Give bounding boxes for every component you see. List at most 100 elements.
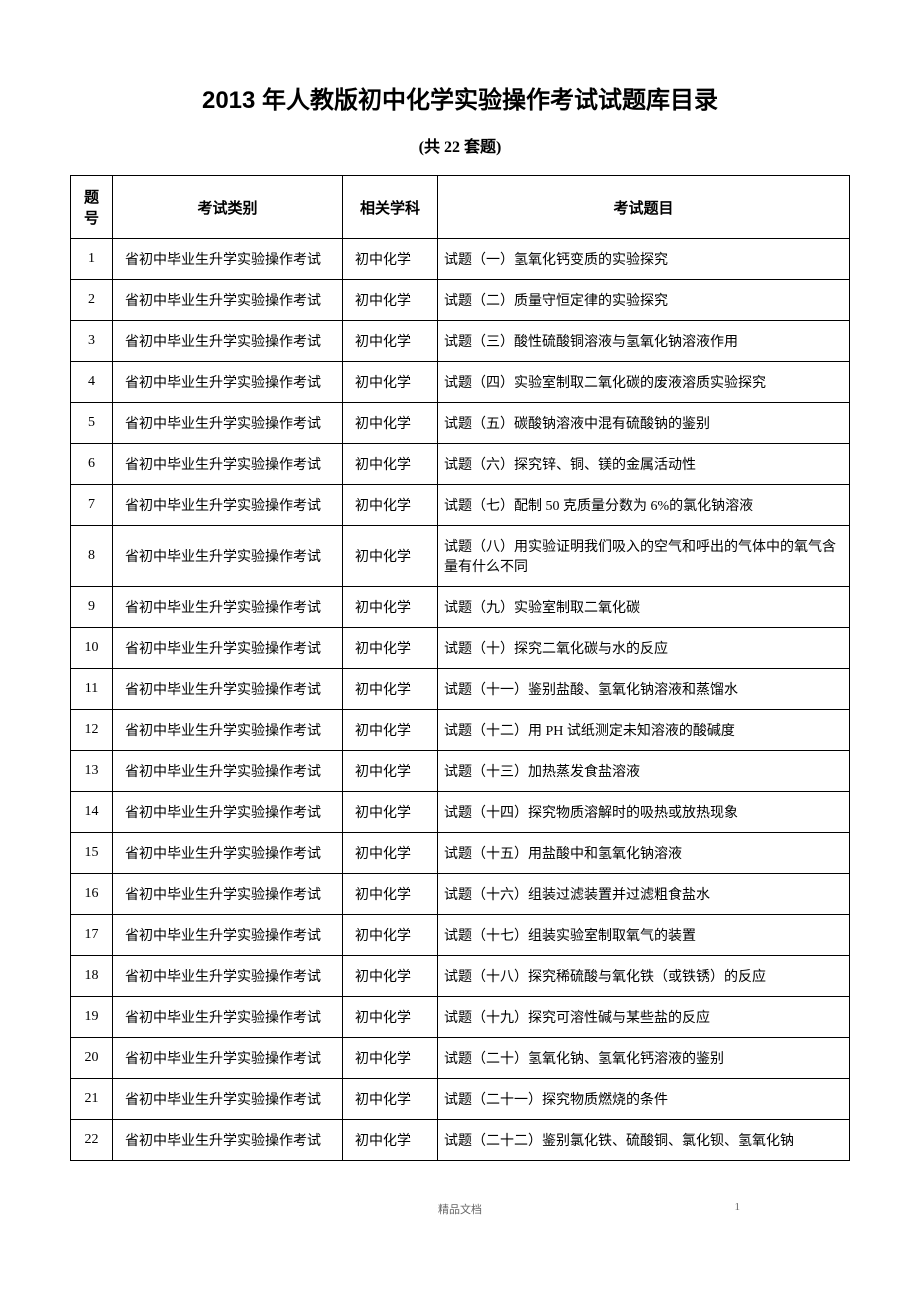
col-header-subject: 相关学科 [343, 176, 438, 239]
cell-subject: 初中化学 [343, 628, 438, 669]
cell-category: 省初中毕业生升学实验操作考试 [113, 587, 343, 628]
cell-subject: 初中化学 [343, 321, 438, 362]
table-header-row: 题号 考试类别 相关学科 考试题目 [71, 176, 850, 239]
cell-subject: 初中化学 [343, 710, 438, 751]
cell-topic: 试题（十九）探究可溶性碱与某些盐的反应 [438, 997, 850, 1038]
table-row: 2省初中毕业生升学实验操作考试初中化学试题（二）质量守恒定律的实验探究 [71, 280, 850, 321]
cell-subject: 初中化学 [343, 444, 438, 485]
cell-num: 13 [71, 751, 113, 792]
table-row: 18省初中毕业生升学实验操作考试初中化学试题（十八）探究稀硫酸与氧化铁（或铁锈）… [71, 956, 850, 997]
cell-category: 省初中毕业生升学实验操作考试 [113, 1120, 343, 1161]
cell-num: 8 [71, 526, 113, 587]
cell-num: 12 [71, 710, 113, 751]
cell-category: 省初中毕业生升学实验操作考试 [113, 628, 343, 669]
table-row: 21省初中毕业生升学实验操作考试初中化学试题（二十一）探究物质燃烧的条件 [71, 1079, 850, 1120]
cell-topic: 试题（七）配制 50 克质量分数为 6%的氯化钠溶液 [438, 485, 850, 526]
cell-num: 3 [71, 321, 113, 362]
cell-subject: 初中化学 [343, 915, 438, 956]
cell-subject: 初中化学 [343, 362, 438, 403]
cell-subject: 初中化学 [343, 280, 438, 321]
table-row: 6省初中毕业生升学实验操作考试初中化学试题（六）探究锌、铜、镁的金属活动性 [71, 444, 850, 485]
cell-num: 20 [71, 1038, 113, 1079]
cell-topic: 试题（十四）探究物质溶解时的吸热或放热现象 [438, 792, 850, 833]
table-row: 4省初中毕业生升学实验操作考试初中化学试题（四）实验室制取二氧化碳的废液溶质实验… [71, 362, 850, 403]
cell-category: 省初中毕业生升学实验操作考试 [113, 710, 343, 751]
table-row: 10省初中毕业生升学实验操作考试初中化学试题（十）探究二氧化碳与水的反应 [71, 628, 850, 669]
cell-category: 省初中毕业生升学实验操作考试 [113, 792, 343, 833]
table-row: 12省初中毕业生升学实验操作考试初中化学试题（十二）用 PH 试纸测定未知溶液的… [71, 710, 850, 751]
cell-num: 4 [71, 362, 113, 403]
table-row: 14省初中毕业生升学实验操作考试初中化学试题（十四）探究物质溶解时的吸热或放热现… [71, 792, 850, 833]
cell-topic: 试题（八）用实验证明我们吸入的空气和呼出的气体中的氧气含量有什么不同 [438, 526, 850, 587]
cell-category: 省初中毕业生升学实验操作考试 [113, 751, 343, 792]
col-header-category: 考试类别 [113, 176, 343, 239]
table-row: 20省初中毕业生升学实验操作考试初中化学试题（二十）氢氧化钠、氢氧化钙溶液的鉴别 [71, 1038, 850, 1079]
cell-category: 省初中毕业生升学实验操作考试 [113, 239, 343, 280]
cell-topic: 试题（十七）组装实验室制取氧气的装置 [438, 915, 850, 956]
cell-category: 省初中毕业生升学实验操作考试 [113, 669, 343, 710]
table-row: 17省初中毕业生升学实验操作考试初中化学试题（十七）组装实验室制取氧气的装置 [71, 915, 850, 956]
cell-topic: 试题（十二）用 PH 试纸测定未知溶液的酸碱度 [438, 710, 850, 751]
cell-category: 省初中毕业生升学实验操作考试 [113, 526, 343, 587]
table-row: 11省初中毕业生升学实验操作考试初中化学试题（十一）鉴别盐酸、氢氧化钠溶液和蒸馏… [71, 669, 850, 710]
page-subtitle: (共 22 套题) [70, 133, 850, 157]
cell-subject: 初中化学 [343, 1079, 438, 1120]
cell-topic: 试题（十）探究二氧化碳与水的反应 [438, 628, 850, 669]
cell-subject: 初中化学 [343, 239, 438, 280]
cell-topic: 试题（二）质量守恒定律的实验探究 [438, 280, 850, 321]
cell-category: 省初中毕业生升学实验操作考试 [113, 833, 343, 874]
cell-subject: 初中化学 [343, 874, 438, 915]
cell-category: 省初中毕业生升学实验操作考试 [113, 915, 343, 956]
cell-num: 11 [71, 669, 113, 710]
cell-num: 5 [71, 403, 113, 444]
cell-subject: 初中化学 [343, 833, 438, 874]
cell-num: 19 [71, 997, 113, 1038]
footer: 精品文档 1 [70, 1201, 850, 1217]
col-header-num: 题号 [71, 176, 113, 239]
table-row: 5省初中毕业生升学实验操作考试初中化学试题（五）碳酸钠溶液中混有硫酸钠的鉴别 [71, 403, 850, 444]
cell-topic: 试题（六）探究锌、铜、镁的金属活动性 [438, 444, 850, 485]
cell-category: 省初中毕业生升学实验操作考试 [113, 1038, 343, 1079]
col-header-topic: 考试题目 [438, 176, 850, 239]
cell-subject: 初中化学 [343, 669, 438, 710]
cell-category: 省初中毕业生升学实验操作考试 [113, 874, 343, 915]
cell-topic: 试题（三）酸性硫酸铜溶液与氢氧化钠溶液作用 [438, 321, 850, 362]
table-row: 1省初中毕业生升学实验操作考试初中化学试题（一）氢氧化钙变质的实验探究 [71, 239, 850, 280]
table-row: 16省初中毕业生升学实验操作考试初中化学试题（十六）组装过滤装置并过滤粗食盐水 [71, 874, 850, 915]
cell-category: 省初中毕业生升学实验操作考试 [113, 485, 343, 526]
cell-topic: 试题（十八）探究稀硫酸与氧化铁（或铁锈）的反应 [438, 956, 850, 997]
cell-num: 1 [71, 239, 113, 280]
cell-subject: 初中化学 [343, 403, 438, 444]
table-row: 13省初中毕业生升学实验操作考试初中化学试题（十三）加热蒸发食盐溶液 [71, 751, 850, 792]
cell-subject: 初中化学 [343, 1038, 438, 1079]
cell-num: 14 [71, 792, 113, 833]
table-row: 19省初中毕业生升学实验操作考试初中化学试题（十九）探究可溶性碱与某些盐的反应 [71, 997, 850, 1038]
cell-subject: 初中化学 [343, 997, 438, 1038]
cell-num: 21 [71, 1079, 113, 1120]
cell-subject: 初中化学 [343, 1120, 438, 1161]
cell-subject: 初中化学 [343, 485, 438, 526]
cell-category: 省初中毕业生升学实验操作考试 [113, 997, 343, 1038]
cell-category: 省初中毕业生升学实验操作考试 [113, 321, 343, 362]
page-title: 2013 年人教版初中化学实验操作考试试题库目录 [70, 80, 850, 115]
cell-num: 16 [71, 874, 113, 915]
table-row: 15省初中毕业生升学实验操作考试初中化学试题（十五）用盐酸中和氢氧化钠溶液 [71, 833, 850, 874]
cell-topic: 试题（五）碳酸钠溶液中混有硫酸钠的鉴别 [438, 403, 850, 444]
cell-topic: 试题（十五）用盐酸中和氢氧化钠溶液 [438, 833, 850, 874]
page-number: 1 [735, 1201, 741, 1213]
cell-category: 省初中毕业生升学实验操作考试 [113, 362, 343, 403]
cell-num: 9 [71, 587, 113, 628]
cell-num: 22 [71, 1120, 113, 1161]
cell-topic: 试题（二十一）探究物质燃烧的条件 [438, 1079, 850, 1120]
cell-subject: 初中化学 [343, 587, 438, 628]
cell-subject: 初中化学 [343, 792, 438, 833]
cell-num: 6 [71, 444, 113, 485]
cell-num: 7 [71, 485, 113, 526]
table-row: 22省初中毕业生升学实验操作考试初中化学试题（二十二）鉴别氯化铁、硫酸铜、氯化钡… [71, 1120, 850, 1161]
cell-subject: 初中化学 [343, 526, 438, 587]
cell-category: 省初中毕业生升学实验操作考试 [113, 280, 343, 321]
exam-table: 题号 考试类别 相关学科 考试题目 1省初中毕业生升学实验操作考试初中化学试题（… [70, 175, 850, 1161]
cell-subject: 初中化学 [343, 751, 438, 792]
cell-topic: 试题（四）实验室制取二氧化碳的废液溶质实验探究 [438, 362, 850, 403]
table-row: 7省初中毕业生升学实验操作考试初中化学试题（七）配制 50 克质量分数为 6%的… [71, 485, 850, 526]
